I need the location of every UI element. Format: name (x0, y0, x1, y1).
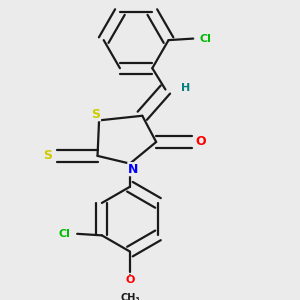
Text: CH₃: CH₃ (121, 293, 140, 300)
Text: O: O (196, 136, 206, 148)
Text: O: O (125, 275, 135, 285)
Text: S: S (43, 149, 52, 162)
Text: Cl: Cl (200, 34, 211, 44)
Text: Cl: Cl (58, 229, 70, 239)
Text: N: N (128, 163, 138, 176)
Text: S: S (92, 108, 100, 121)
Text: H: H (181, 83, 190, 93)
